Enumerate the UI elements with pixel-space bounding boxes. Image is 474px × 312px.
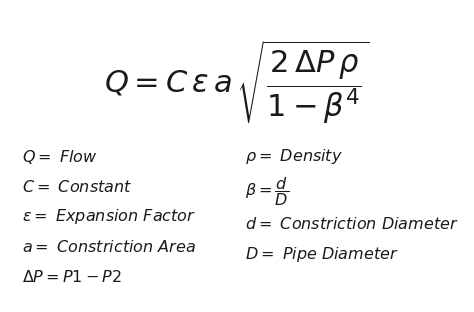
Text: $D = $ Pipe Diameter: $D = $ Pipe Diameter bbox=[245, 245, 399, 264]
Text: $d = $ Constriction Diameter: $d = $ Constriction Diameter bbox=[245, 216, 459, 232]
Text: $Q = C\,\epsilon\,a\,\sqrt{\dfrac{2\,\Delta P\,\rho}{1-\beta^4}}$: $Q = C\,\epsilon\,a\,\sqrt{\dfrac{2\,\De… bbox=[104, 38, 370, 126]
Text: $a = $ Constriction Area: $a = $ Constriction Area bbox=[22, 239, 196, 255]
Text: $\rho = $ Density: $\rho = $ Density bbox=[245, 148, 343, 167]
Text: $C = $ Constant: $C = $ Constant bbox=[22, 179, 132, 195]
Text: $Q = $ Flow: $Q = $ Flow bbox=[22, 148, 98, 166]
Text: $\Delta P = P1 - P2$: $\Delta P = P1 - P2$ bbox=[22, 269, 122, 285]
Text: $\beta = \dfrac{d}{D}$: $\beta = \dfrac{d}{D}$ bbox=[245, 176, 289, 208]
Text: $\epsilon = $ Expansion Factor: $\epsilon = $ Expansion Factor bbox=[22, 207, 196, 227]
